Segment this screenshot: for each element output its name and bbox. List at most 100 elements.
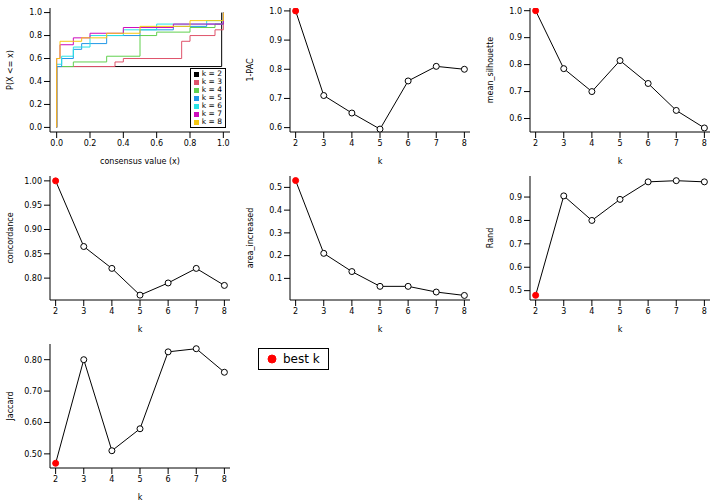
svg-text:0.2: 0.2 bbox=[84, 139, 97, 148]
svg-text:5: 5 bbox=[137, 307, 142, 316]
svg-text:Rand: Rand bbox=[486, 228, 495, 248]
svg-text:7: 7 bbox=[674, 139, 679, 148]
svg-text:6: 6 bbox=[406, 307, 411, 316]
svg-text:0.8: 0.8 bbox=[184, 139, 197, 148]
svg-text:3: 3 bbox=[561, 307, 566, 316]
svg-text:0.2: 0.2 bbox=[269, 251, 282, 260]
svg-text:mean_silhouette: mean_silhouette bbox=[486, 37, 495, 104]
svg-text:7: 7 bbox=[434, 139, 439, 148]
svg-text:2: 2 bbox=[53, 307, 58, 316]
svg-text:0.7: 0.7 bbox=[509, 87, 522, 96]
svg-text:0.70: 0.70 bbox=[24, 387, 42, 396]
svg-text:0.7: 0.7 bbox=[509, 240, 522, 249]
svg-text:0.8: 0.8 bbox=[509, 60, 522, 69]
svg-text:2: 2 bbox=[293, 139, 298, 148]
svg-text:7: 7 bbox=[674, 307, 679, 316]
html-text:k = 2: k = 2 bbox=[201, 69, 222, 78]
svg-text:6: 6 bbox=[646, 307, 651, 316]
svg-text:1.00: 1.00 bbox=[24, 177, 42, 186]
svg-text:0.9: 0.9 bbox=[509, 33, 522, 42]
svg-text:k: k bbox=[378, 157, 383, 166]
svg-text:concordance: concordance bbox=[8, 212, 15, 263]
svg-text:4: 4 bbox=[109, 307, 114, 316]
svg-text:0.4: 0.4 bbox=[117, 139, 130, 148]
svg-text:2: 2 bbox=[533, 307, 538, 316]
svg-text:area_increased: area_increased bbox=[246, 208, 255, 269]
svg-text:k: k bbox=[138, 325, 143, 334]
svg-text:0.4: 0.4 bbox=[29, 77, 42, 86]
svg-text:0.95: 0.95 bbox=[24, 201, 42, 210]
svg-text:0.0: 0.0 bbox=[50, 139, 63, 148]
svg-text:6: 6 bbox=[166, 307, 171, 316]
svg-text:7: 7 bbox=[194, 475, 199, 484]
svg-text:0.3: 0.3 bbox=[269, 229, 282, 238]
svg-text:Jaccard: Jaccard bbox=[8, 391, 15, 421]
svg-text:3: 3 bbox=[81, 475, 86, 484]
svg-text:0.60: 0.60 bbox=[24, 418, 42, 427]
svg-text:4: 4 bbox=[349, 307, 354, 316]
svg-text:8: 8 bbox=[462, 307, 467, 316]
svg-text:1.0: 1.0 bbox=[29, 8, 42, 17]
html-text:best k: best k bbox=[283, 352, 320, 366]
svg-text:6: 6 bbox=[406, 139, 411, 148]
svg-text:k: k bbox=[138, 493, 143, 502]
svg-text:0.6: 0.6 bbox=[509, 263, 522, 272]
svg-text:6: 6 bbox=[166, 475, 171, 484]
html-text:k = 3: k = 3 bbox=[201, 77, 222, 86]
svg-text:8: 8 bbox=[222, 475, 227, 484]
svg-text:5: 5 bbox=[617, 307, 622, 316]
svg-text:0.85: 0.85 bbox=[24, 250, 42, 259]
svg-text:0.1: 0.1 bbox=[269, 274, 282, 283]
svg-text:k: k bbox=[378, 325, 383, 334]
svg-text:0.80: 0.80 bbox=[24, 356, 42, 365]
svg-text:0.9: 0.9 bbox=[269, 36, 282, 45]
svg-text:0.8: 0.8 bbox=[269, 65, 282, 74]
svg-text:1.0: 1.0 bbox=[217, 139, 230, 148]
svg-text:0.5: 0.5 bbox=[269, 183, 282, 192]
svg-text:8: 8 bbox=[462, 139, 467, 148]
svg-text:3: 3 bbox=[81, 307, 86, 316]
svg-text:8: 8 bbox=[702, 139, 707, 148]
svg-text:5: 5 bbox=[137, 475, 142, 484]
svg-text:7: 7 bbox=[194, 307, 199, 316]
svg-text:3: 3 bbox=[321, 139, 326, 148]
svg-text:4: 4 bbox=[109, 475, 114, 484]
svg-text:0.90: 0.90 bbox=[24, 225, 42, 234]
svg-text:0.6: 0.6 bbox=[29, 54, 42, 63]
svg-text:2: 2 bbox=[293, 307, 298, 316]
svg-text:P(X <= x): P(X <= x) bbox=[8, 50, 15, 90]
svg-text:0.5: 0.5 bbox=[509, 286, 522, 295]
svg-text:0.4: 0.4 bbox=[269, 206, 282, 215]
svg-text:5: 5 bbox=[377, 139, 382, 148]
svg-text:7: 7 bbox=[434, 307, 439, 316]
svg-text:4: 4 bbox=[589, 307, 594, 316]
svg-text:0.7: 0.7 bbox=[269, 94, 282, 103]
svg-text:8: 8 bbox=[222, 307, 227, 316]
svg-text:consensus value (x): consensus value (x) bbox=[100, 157, 180, 166]
svg-text:0.0: 0.0 bbox=[29, 123, 42, 132]
svg-text:0.6: 0.6 bbox=[509, 114, 522, 123]
svg-text:4: 4 bbox=[589, 139, 594, 148]
svg-text:1.0: 1.0 bbox=[509, 7, 522, 16]
svg-text:5: 5 bbox=[617, 139, 622, 148]
svg-text:3: 3 bbox=[321, 307, 326, 316]
svg-text:0.9: 0.9 bbox=[509, 193, 522, 202]
svg-text:2: 2 bbox=[53, 475, 58, 484]
svg-text:4: 4 bbox=[349, 139, 354, 148]
svg-text:0.2: 0.2 bbox=[29, 100, 42, 109]
svg-text:0.6: 0.6 bbox=[269, 123, 282, 132]
svg-text:2: 2 bbox=[533, 139, 538, 148]
svg-text:k: k bbox=[618, 325, 623, 334]
svg-text:3: 3 bbox=[561, 139, 566, 148]
svg-text:1-PAC: 1-PAC bbox=[246, 58, 255, 82]
svg-text:k: k bbox=[618, 157, 623, 166]
svg-text:0.8: 0.8 bbox=[509, 216, 522, 225]
svg-text:8: 8 bbox=[702, 307, 707, 316]
svg-text:0.6: 0.6 bbox=[150, 139, 163, 148]
svg-text:6: 6 bbox=[646, 139, 651, 148]
svg-text:0.50: 0.50 bbox=[24, 450, 42, 459]
svg-text:0.80: 0.80 bbox=[24, 274, 42, 283]
svg-text:1.0: 1.0 bbox=[269, 7, 282, 16]
svg-text:5: 5 bbox=[377, 307, 382, 316]
svg-text:0.8: 0.8 bbox=[29, 31, 42, 40]
